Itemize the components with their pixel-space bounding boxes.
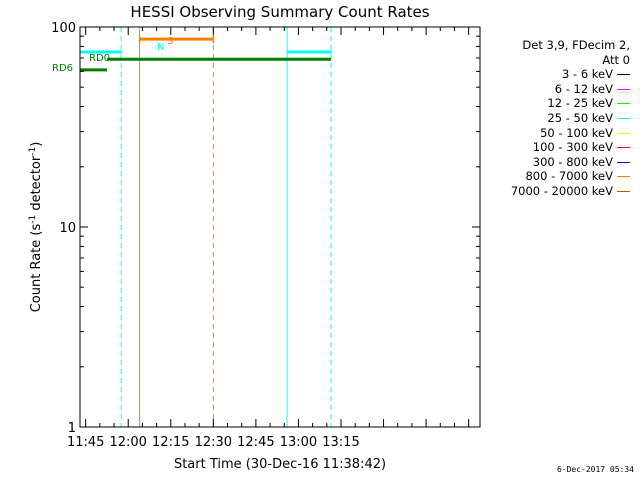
legend-entry-label: 3 - 6 keV [562,67,613,82]
legend-entry: 800 - 7000 keV [488,169,630,184]
legend-entries: 3 - 6 keV 6 - 12 keV 12 - 25 keV 25 - 50 ke… [488,67,630,198]
legend-entry-label: 100 - 300 keV [532,140,613,155]
legend-entry: 6 - 12 keV [488,82,630,97]
flag-label-rd6: RD6 [52,63,73,74]
legend-swatch [617,161,630,163]
flag-label-s: S [167,36,173,47]
y-tick-label: 100 [51,21,76,36]
x-tick-label: 13:00 [280,435,317,450]
timestamp: 6-Dec-2017 05:34 [556,465,634,474]
x-tick-label: 13:15 [322,435,359,450]
legend-entry: 300 - 800 keV [488,155,630,170]
y-axis-label-mid: detector [29,155,44,215]
legend-swatch [617,88,630,90]
legend-swatch [617,103,630,105]
legend-swatch [617,132,630,134]
legend-header-1: Det 3,9, FDecim 2, [522,38,630,52]
flag-bars [80,35,332,72]
legend-entry-label: 7000 - 20000 keV [510,183,613,198]
legend-entry-label: 25 - 50 keV [547,110,613,125]
legend-entry: 12 - 25 keV [488,96,630,111]
legend-entry-label: 300 - 800 keV [532,154,613,169]
legend-swatch [617,74,630,76]
legend-entry: 7000 - 20000 keV [488,184,630,199]
x-tick-label: 12:00 [109,435,146,450]
legend-entry-label: 12 - 25 keV [547,96,613,111]
x-tick-label: 12:15 [152,435,189,450]
y-axis-label: Count Rate (s-1 detector-1) [28,142,44,313]
y-axis-label-exp2: -1 [28,147,38,156]
y-tick-label: 10 [59,221,76,236]
x-tick-label: 12:45 [237,435,274,450]
legend-entry-label: 800 - 7000 keV [525,169,613,184]
legend-header-2: Att 0 [602,52,630,67]
legend: Det 3,9, FDecim 2, Att 0 3 - 6 keV 6 - 12… [488,38,630,199]
legend-swatch [617,176,630,178]
x-tick-label: 12:30 [195,435,232,450]
legend-entry: 3 - 6 keV [488,67,630,82]
time-markers [79,27,332,427]
legend-entry: 100 - 300 keV [488,140,630,155]
y-axis-label-exp1: -1 [28,215,38,224]
legend-swatch [617,117,630,119]
legend-entry-label: 6 - 12 keV [554,81,613,96]
legend-entry: 25 - 50 keV [488,111,630,126]
y-tick-label: 1 [68,421,76,436]
flag-label-rd0: RD0 [89,53,110,64]
legend-swatch [617,190,630,192]
x-tick-label: 11:45 [67,435,104,450]
y-axis-label-end: ) [29,142,44,147]
axes: 11:45 12:00 12:15 12:30 12:45 13:00 13:15 1 10 10… [51,21,481,450]
x-axis-label: Start Time (30-Dec-16 11:38:42) [174,457,386,472]
legend-entry-label: 50 - 100 keV [540,125,613,140]
legend-entry: 50 - 100 keV [488,126,630,141]
flag-label-n: N [157,42,164,53]
chart-title: HESSI Observing Summary Count Rates [130,3,429,21]
legend-swatch [617,147,630,149]
y-axis-label-text: Count Rate (s [29,224,44,313]
